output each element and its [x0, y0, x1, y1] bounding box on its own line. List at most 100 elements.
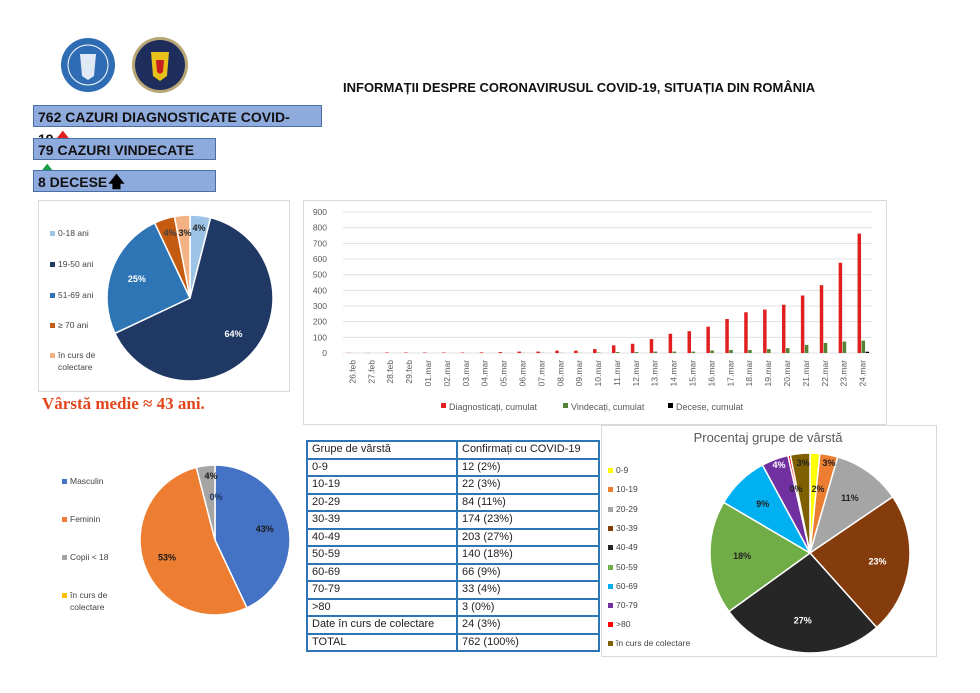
legend-label: în curs de colectare [57, 350, 96, 372]
bar-recovered [691, 351, 696, 353]
x-tick-label: 29.feb [404, 360, 414, 384]
kpi-deaths: 8 DECESE🡅 [33, 170, 216, 192]
x-tick-label: 05.mar [499, 360, 509, 387]
bar-diagnosed [630, 343, 635, 353]
legend-swatch [608, 565, 613, 570]
legend-swatch [608, 584, 613, 589]
legend-label: Feminin [70, 514, 101, 524]
x-tick-label: 27.feb [366, 360, 376, 384]
legend-label: 19-50 ani [58, 259, 94, 269]
y-tick-label: 800 [313, 223, 327, 233]
x-tick-label: 11.mar [612, 360, 622, 386]
pie-data-label: 0% [209, 492, 222, 502]
legend-swatch [608, 468, 613, 473]
x-tick-label: 20.mar [782, 360, 792, 387]
pie-data-label: 3% [178, 228, 191, 238]
pie-data-label: 4% [772, 460, 785, 470]
x-tick-label: 14.mar [669, 360, 679, 387]
x-tick-label: 19.mar [763, 360, 773, 387]
bar-recovered [653, 351, 658, 353]
bar-diagnosed [555, 350, 559, 353]
bar-diagnosed [498, 352, 503, 353]
pie-data-label: 9% [756, 499, 769, 509]
bar-diagnosed [574, 350, 578, 353]
x-tick-label: 23.mar [839, 360, 849, 387]
legend-swatch [668, 403, 673, 408]
pie-data-label: 4% [192, 223, 205, 233]
x-tick-label: 04.mar [480, 360, 490, 387]
bar-diagnosed [668, 333, 673, 353]
pie-slice [808, 495, 911, 629]
pie-slice [106, 221, 191, 335]
y-tick-label: 500 [313, 270, 327, 280]
logos [61, 37, 188, 93]
bar-recovered [748, 350, 752, 353]
bar-diagnosed [593, 349, 597, 353]
x-tick-label: 15.mar [688, 360, 698, 387]
y-tick-label: 100 [313, 332, 327, 342]
y-tick-label: 0 [322, 348, 327, 358]
table-cell: 24 (3%) [456, 615, 600, 635]
bar-recovered [842, 341, 847, 353]
mai-seal-logo [132, 37, 188, 93]
legend-swatch [608, 507, 613, 512]
average-age: Vârstă medie ≈ 43 ani. [42, 394, 205, 413]
x-tick-label: 24.mar [858, 360, 868, 387]
table-cell: 84 (11%) [456, 492, 600, 512]
pie-slice [195, 464, 216, 541]
bar-diagnosed [725, 319, 729, 353]
legend-swatch [563, 403, 568, 408]
table-cell: 762 (100%) [456, 632, 600, 652]
table-cell: 33 (4%) [456, 580, 600, 600]
legend-label: 10-19 [616, 484, 638, 494]
bar-diagnosed [857, 233, 862, 353]
x-tick-label: 18.mar [744, 360, 754, 387]
legend-swatch [62, 517, 67, 522]
legend-label: 20-29 [616, 504, 638, 514]
x-tick-label: 09.mar [574, 360, 584, 387]
x-tick-label: 28.feb [385, 360, 395, 384]
bar-recovered [767, 349, 771, 353]
y-tick-label: 400 [313, 285, 327, 295]
legend-swatch [50, 293, 55, 298]
x-tick-label: 10.mar [593, 360, 603, 387]
bar-diagnosed [536, 351, 540, 353]
legend-swatch [608, 622, 613, 627]
chart-title: Procentaj grupe de vârstă [694, 430, 844, 445]
pie-data-label: 27% [794, 616, 812, 626]
bar-diagnosed [800, 295, 805, 353]
legend-label: Copii < 18 [70, 552, 109, 562]
legend-label: ≥ 70 ani [58, 320, 88, 330]
pie-slice [139, 466, 248, 616]
pie-slice [808, 455, 894, 555]
age-groups-table: Grupe de vârstă Confirmați cu COVID-19 0-9… [306, 440, 600, 652]
legend-label: în curs de colectare [69, 590, 108, 612]
kpi-deaths-label: 8 DECESE [38, 174, 108, 190]
bar-diagnosed [838, 262, 843, 353]
legend-label: 51-69 ani [58, 290, 94, 300]
bar-diagnosed [763, 309, 767, 353]
legend-label: în curs de colectare [615, 638, 690, 648]
legend-label: 0-18 ani [58, 228, 89, 238]
pie-slice [789, 452, 811, 554]
legend-swatch [50, 353, 55, 358]
legend-label: Vindecați, cumulat [571, 402, 645, 412]
pie-data-label: 23% [868, 556, 886, 566]
table-row: TOTAL 762 (100%) [306, 632, 600, 652]
kpi-recovered: 79 CAZURI VINDECATE 🡅 [33, 138, 216, 181]
x-tick-label: 03.mar [461, 360, 471, 387]
bar-recovered [729, 350, 733, 353]
table-row: Date în curs de colectare 24 (3%) [306, 615, 600, 635]
legend-swatch [50, 231, 55, 236]
bar-diagnosed [744, 312, 748, 353]
pie-data-label: 2% [811, 484, 824, 494]
y-tick-label: 300 [313, 301, 327, 311]
x-tick-label: 07.mar [536, 360, 546, 387]
cumulative-bar-chart-panel [303, 200, 887, 425]
bar-recovered [785, 348, 790, 353]
legend-swatch [62, 593, 67, 598]
